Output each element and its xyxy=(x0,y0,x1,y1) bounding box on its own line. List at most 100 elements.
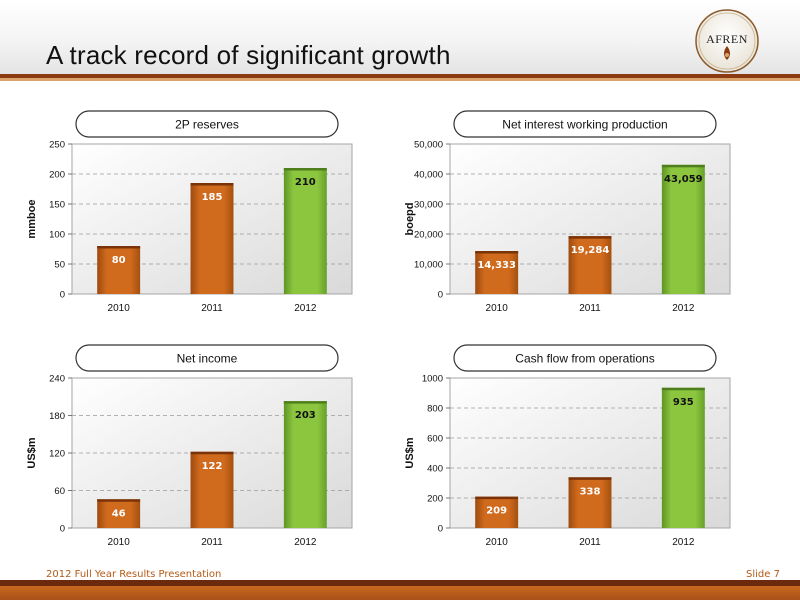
x-tick-label: 2012 xyxy=(672,303,695,314)
y-axis-label: US$m xyxy=(404,437,416,468)
bar-2010 xyxy=(97,246,141,294)
x-tick-label: 2010 xyxy=(486,537,509,548)
footer-slide-number: Slide 7 xyxy=(746,569,780,580)
chart-title: Net interest working production xyxy=(502,118,667,132)
x-tick-label: 2012 xyxy=(294,303,317,314)
bar-top-edge xyxy=(97,499,141,502)
y-tick-label: 30,000 xyxy=(414,200,443,211)
y-tick-label: 50 xyxy=(54,260,65,271)
bar-2010 xyxy=(97,499,141,528)
data-label: 338 xyxy=(580,486,601,497)
y-tick-label: 0 xyxy=(438,290,443,301)
y-tick-label: 1000 xyxy=(422,374,443,385)
x-tick-label: 2012 xyxy=(672,537,695,548)
y-tick-label: 800 xyxy=(427,404,443,415)
y-tick-label: 400 xyxy=(427,464,443,475)
y-tick-label: 100 xyxy=(49,230,65,241)
y-tick-label: 250 xyxy=(49,140,65,151)
bar-top-edge xyxy=(283,401,327,404)
y-axis-label: mmboe xyxy=(26,199,38,238)
data-label: 122 xyxy=(202,461,223,472)
footer-bar-divider xyxy=(0,580,800,586)
y-tick-label: 50,000 xyxy=(414,140,443,151)
data-label: 935 xyxy=(673,397,694,408)
chart-svg: Net income 0 60 120 180 240 US$m 46 2010 122 2011 2… xyxy=(26,344,353,548)
y-tick-label: 180 xyxy=(49,411,65,422)
bar-top-edge xyxy=(190,183,234,186)
chart-title-pill xyxy=(453,110,717,138)
footer-presentation-title: 2012 Full Year Results Presentation xyxy=(46,569,222,580)
header-band xyxy=(0,0,800,74)
footer-bar xyxy=(0,586,800,600)
x-tick-label: 2011 xyxy=(201,303,223,314)
bar-top-edge xyxy=(475,496,519,500)
chart-title-pill xyxy=(75,344,339,372)
data-label: 14,333 xyxy=(477,260,516,271)
chart-net-interest-production: Net interest working production 0 10,000 20… xyxy=(398,108,778,338)
chart-svg: Net interest working production 0 10,000 20… xyxy=(404,110,731,314)
y-tick-label: 60 xyxy=(54,486,65,497)
bar-2010 xyxy=(475,496,519,528)
bar-2012 xyxy=(661,387,705,528)
chart-title-pill xyxy=(75,110,339,138)
bar-top-edge xyxy=(283,168,327,171)
chart-svg: 2P reserves 0 50 100 150 200 250 mmboe 80 2010 185… xyxy=(26,110,353,314)
y-tick-label: 600 xyxy=(427,434,443,445)
bar-top-edge xyxy=(97,246,141,249)
y-tick-label: 200 xyxy=(49,170,65,181)
company-logo: AFREN xyxy=(694,8,760,74)
y-tick-label: 200 xyxy=(427,494,443,505)
bar-top-edge xyxy=(568,477,612,480)
data-label: 210 xyxy=(295,177,316,188)
chart-2p-reserves: 2P reserves 0 50 100 150 200 250 mmboe 80 2010 185… xyxy=(20,108,400,338)
y-tick-label: 10,000 xyxy=(414,260,443,271)
data-label: 19,284 xyxy=(571,245,610,256)
x-tick-label: 2011 xyxy=(201,537,223,548)
data-label: 43,059 xyxy=(664,174,703,185)
y-tick-label: 240 xyxy=(49,374,65,385)
bar-2012 xyxy=(661,164,705,294)
chart-title: Net income xyxy=(177,352,238,366)
x-tick-label: 2010 xyxy=(486,303,509,314)
chart-net-income: Net income 0 60 120 180 240 US$m 46 2010 122 2011 2… xyxy=(20,342,400,572)
chart-svg: Cash flow from operations 0 200 400 600 800 10… xyxy=(404,344,731,548)
bar-top-edge xyxy=(661,387,705,391)
y-tick-label: 150 xyxy=(49,200,65,211)
data-label: 46 xyxy=(112,508,126,519)
chart-title: Cash flow from operations xyxy=(515,352,654,366)
data-label: 209 xyxy=(486,506,507,517)
x-tick-label: 2012 xyxy=(294,537,317,548)
data-label: 80 xyxy=(112,255,126,266)
bar-2012 xyxy=(283,401,327,528)
logo-emblem-icon xyxy=(695,9,759,73)
y-tick-label: 20,000 xyxy=(414,230,443,241)
bar-2011 xyxy=(190,451,234,528)
y-tick-label: 40,000 xyxy=(414,170,443,181)
bar-top-edge xyxy=(661,164,705,168)
chart-title: 2P reserves xyxy=(175,118,239,132)
x-tick-label: 2010 xyxy=(108,537,131,548)
bar-2010 xyxy=(475,251,519,294)
header-divider xyxy=(0,74,800,78)
y-tick-label: 120 xyxy=(49,449,65,460)
logo-text: AFREN xyxy=(706,32,748,46)
chart-title-pill xyxy=(453,344,717,372)
x-tick-label: 2011 xyxy=(579,537,601,548)
y-tick-label: 0 xyxy=(60,290,65,301)
chart-cash-flow: Cash flow from operations 0 200 400 600 800 10… xyxy=(398,342,778,572)
y-axis-label: boepd xyxy=(404,203,416,236)
data-label: 203 xyxy=(295,410,316,421)
x-tick-label: 2010 xyxy=(108,303,131,314)
y-axis-label: US$m xyxy=(26,437,38,468)
header-divider-accent xyxy=(0,78,800,81)
x-tick-label: 2011 xyxy=(579,303,601,314)
data-label: 185 xyxy=(202,192,223,203)
y-tick-label: 0 xyxy=(438,524,443,535)
bar-2012 xyxy=(283,168,327,294)
bar-top-edge xyxy=(475,251,519,254)
bar-top-edge xyxy=(190,451,234,455)
bar-2011 xyxy=(190,183,234,294)
bar-2011 xyxy=(568,236,612,294)
y-tick-label: 0 xyxy=(60,524,65,535)
bar-top-edge xyxy=(568,236,612,239)
